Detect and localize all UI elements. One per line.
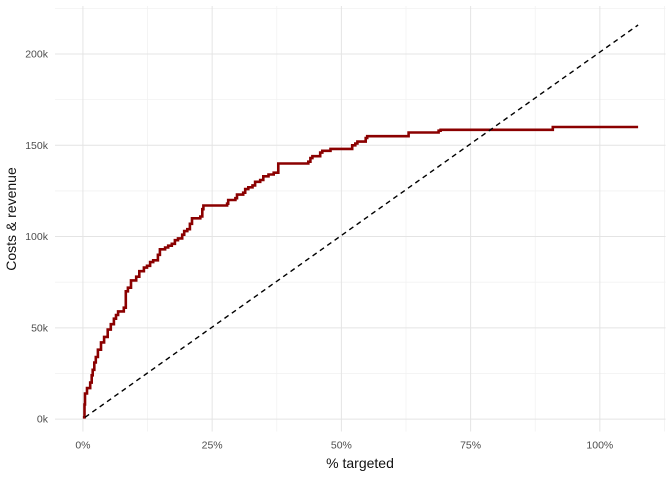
major-gridlines — [55, 6, 666, 432]
x-axis-title: % targeted — [326, 455, 394, 471]
y-tick-label: 50k — [31, 322, 49, 334]
x-tick-label: 25% — [202, 440, 223, 452]
y-tick-label: 200k — [25, 49, 49, 61]
y-tick-label: 150k — [25, 140, 49, 152]
tick-labels: 0% 25% 50% 75% 100% 0k 50k 100k 150k 200k — [25, 49, 613, 452]
y-tick-label: 100k — [25, 231, 49, 243]
x-tick-label: 50% — [331, 440, 352, 452]
y-tick-label: 0k — [37, 414, 49, 426]
series-layer — [82, 24, 639, 419]
minor-gridlines — [55, 6, 666, 432]
baseline-diagonal — [84, 24, 639, 418]
y-axis-title: Costs & revenue — [3, 167, 19, 271]
x-tick-label: 100% — [586, 440, 613, 452]
x-tick-label: 0% — [75, 440, 90, 452]
x-tick-label: 75% — [460, 440, 481, 452]
cumulative-revenue-step-curve — [82, 125, 639, 419]
